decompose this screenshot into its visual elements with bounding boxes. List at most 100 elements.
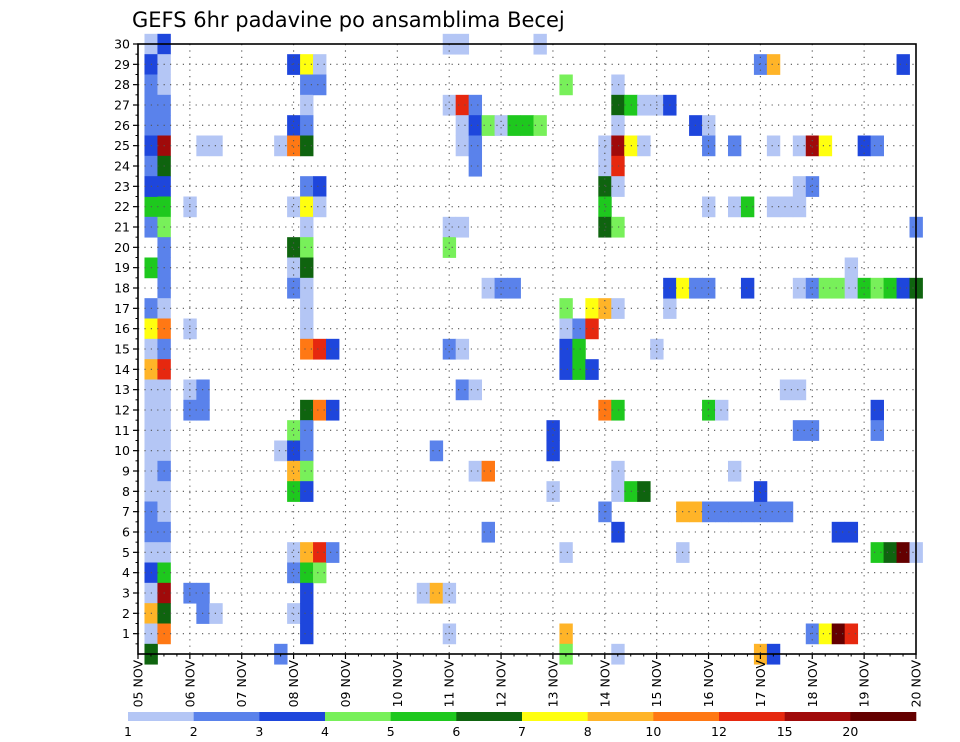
x-tick-label: 10 NOV xyxy=(390,660,405,708)
heatmap-cell xyxy=(792,277,807,299)
heatmap-cell xyxy=(300,176,314,197)
heatmap-cell xyxy=(300,582,314,604)
y-tick-label: 30 xyxy=(114,37,130,52)
heatmap-cell xyxy=(611,521,625,543)
heatmap-cell xyxy=(313,74,327,96)
heatmap-cell xyxy=(313,196,327,218)
heatmap-cell xyxy=(727,135,742,157)
y-tick-label: 26 xyxy=(114,118,130,133)
colorbar-swatch xyxy=(325,712,391,721)
colorbar-label: 12 xyxy=(711,724,727,739)
heatmap-cell xyxy=(740,277,755,299)
y-tick-label: 4 xyxy=(122,565,130,580)
heatmap-cell xyxy=(870,135,884,157)
heatmap-cell xyxy=(818,135,833,157)
colorbar-swatch xyxy=(193,712,260,721)
heatmap-cell xyxy=(598,399,612,421)
heatmap-cell xyxy=(611,399,625,421)
heatmap-cell xyxy=(611,298,625,319)
heatmap-cell xyxy=(598,176,612,197)
x-tick-label: 12 NOV xyxy=(494,660,509,708)
heatmap-cell xyxy=(546,481,560,502)
heatmap-cell xyxy=(300,237,314,258)
y-tick-label: 12 xyxy=(114,403,130,418)
y-tick-label: 3 xyxy=(122,586,130,601)
heatmap-cell xyxy=(326,399,340,421)
y-tick-label: 13 xyxy=(114,382,130,397)
heatmap-cell xyxy=(313,399,327,421)
heatmap-cell xyxy=(533,115,547,136)
heatmap-cell xyxy=(300,420,314,441)
heatmap-cell xyxy=(598,196,612,218)
heatmap-cell xyxy=(585,318,599,340)
heatmap-cell xyxy=(494,115,508,136)
heatmap-cell xyxy=(287,460,301,482)
heatmap-cell xyxy=(766,135,781,157)
heatmap-cell xyxy=(779,501,794,523)
heatmap-cell xyxy=(818,277,833,299)
heatmap-cell xyxy=(481,277,495,299)
heatmap-cell xyxy=(870,542,884,563)
heatmap-cell xyxy=(870,420,884,441)
heatmap-cell xyxy=(870,399,884,421)
heatmap-cell xyxy=(831,623,846,645)
heatmap-cell xyxy=(429,582,444,604)
heatmap-cell xyxy=(287,135,301,157)
y-tick-label: 15 xyxy=(114,342,130,357)
heatmap-cell xyxy=(300,440,314,462)
x-tick-label: 06 NOV xyxy=(182,660,197,708)
heatmap-cell xyxy=(274,440,288,462)
y-tick-label: 21 xyxy=(114,220,130,235)
heatmap-cell xyxy=(300,115,314,136)
heatmap-cell xyxy=(715,501,729,523)
heatmap-cell xyxy=(287,481,301,502)
y-axis-ticks: 1234567891011121314151617181920212223242… xyxy=(114,37,138,645)
heatmap-cell xyxy=(753,54,768,75)
heatmap-cell xyxy=(611,115,625,136)
heatmap-cell xyxy=(766,196,781,218)
heatmap-cell xyxy=(727,501,742,523)
chart-title: GEFS 6hr padavine po ansamblima Becej xyxy=(132,8,565,32)
heatmap-cell xyxy=(300,399,314,421)
heatmap-cell xyxy=(455,135,470,157)
colorbar-label: 10 xyxy=(645,724,661,739)
heatmap-cell xyxy=(468,115,483,136)
heatmap-cell xyxy=(831,521,846,543)
colorbar-label: 3 xyxy=(255,724,263,739)
y-tick-label: 29 xyxy=(114,57,130,72)
heatmap-cell xyxy=(313,54,327,75)
heatmap-cell xyxy=(287,54,301,75)
y-tick-label: 11 xyxy=(114,423,130,438)
heatmap-cell xyxy=(287,420,301,441)
colorbar-swatch xyxy=(784,712,851,721)
y-tick-label: 16 xyxy=(114,321,130,336)
heatmap-cell xyxy=(792,196,807,218)
heatmap-cell xyxy=(792,379,807,401)
heatmap-cell xyxy=(598,135,612,157)
y-tick-label: 8 xyxy=(122,484,130,499)
heatmap-cell xyxy=(805,420,820,441)
x-tick-label: 13 NOV xyxy=(545,660,560,708)
heatmap-cell xyxy=(844,277,859,299)
heatmap-cell xyxy=(805,135,820,157)
heatmap-cell xyxy=(300,135,314,157)
heatmap-cell xyxy=(287,115,301,136)
colorbar-swatch xyxy=(653,712,720,721)
y-tick-label: 10 xyxy=(114,443,130,458)
heatmap-cell xyxy=(300,542,314,563)
heatmap-cell xyxy=(831,277,846,299)
heatmap-cell xyxy=(300,277,314,299)
colorbar-swatch xyxy=(259,712,326,721)
heatmap-cell xyxy=(300,460,314,482)
heatmap-cell xyxy=(559,318,573,340)
heatmap-cell xyxy=(429,440,444,462)
y-tick-label: 19 xyxy=(114,260,130,275)
x-tick-label: 09 NOV xyxy=(338,660,353,708)
heatmap-cell xyxy=(507,115,521,136)
heatmap-cell xyxy=(572,318,586,340)
colorbar-swatch xyxy=(587,712,654,721)
heatmap-cell xyxy=(287,196,301,218)
heatmap-cell xyxy=(844,257,859,279)
heatmap-cell xyxy=(442,582,457,604)
heatmap-cell xyxy=(287,542,301,563)
